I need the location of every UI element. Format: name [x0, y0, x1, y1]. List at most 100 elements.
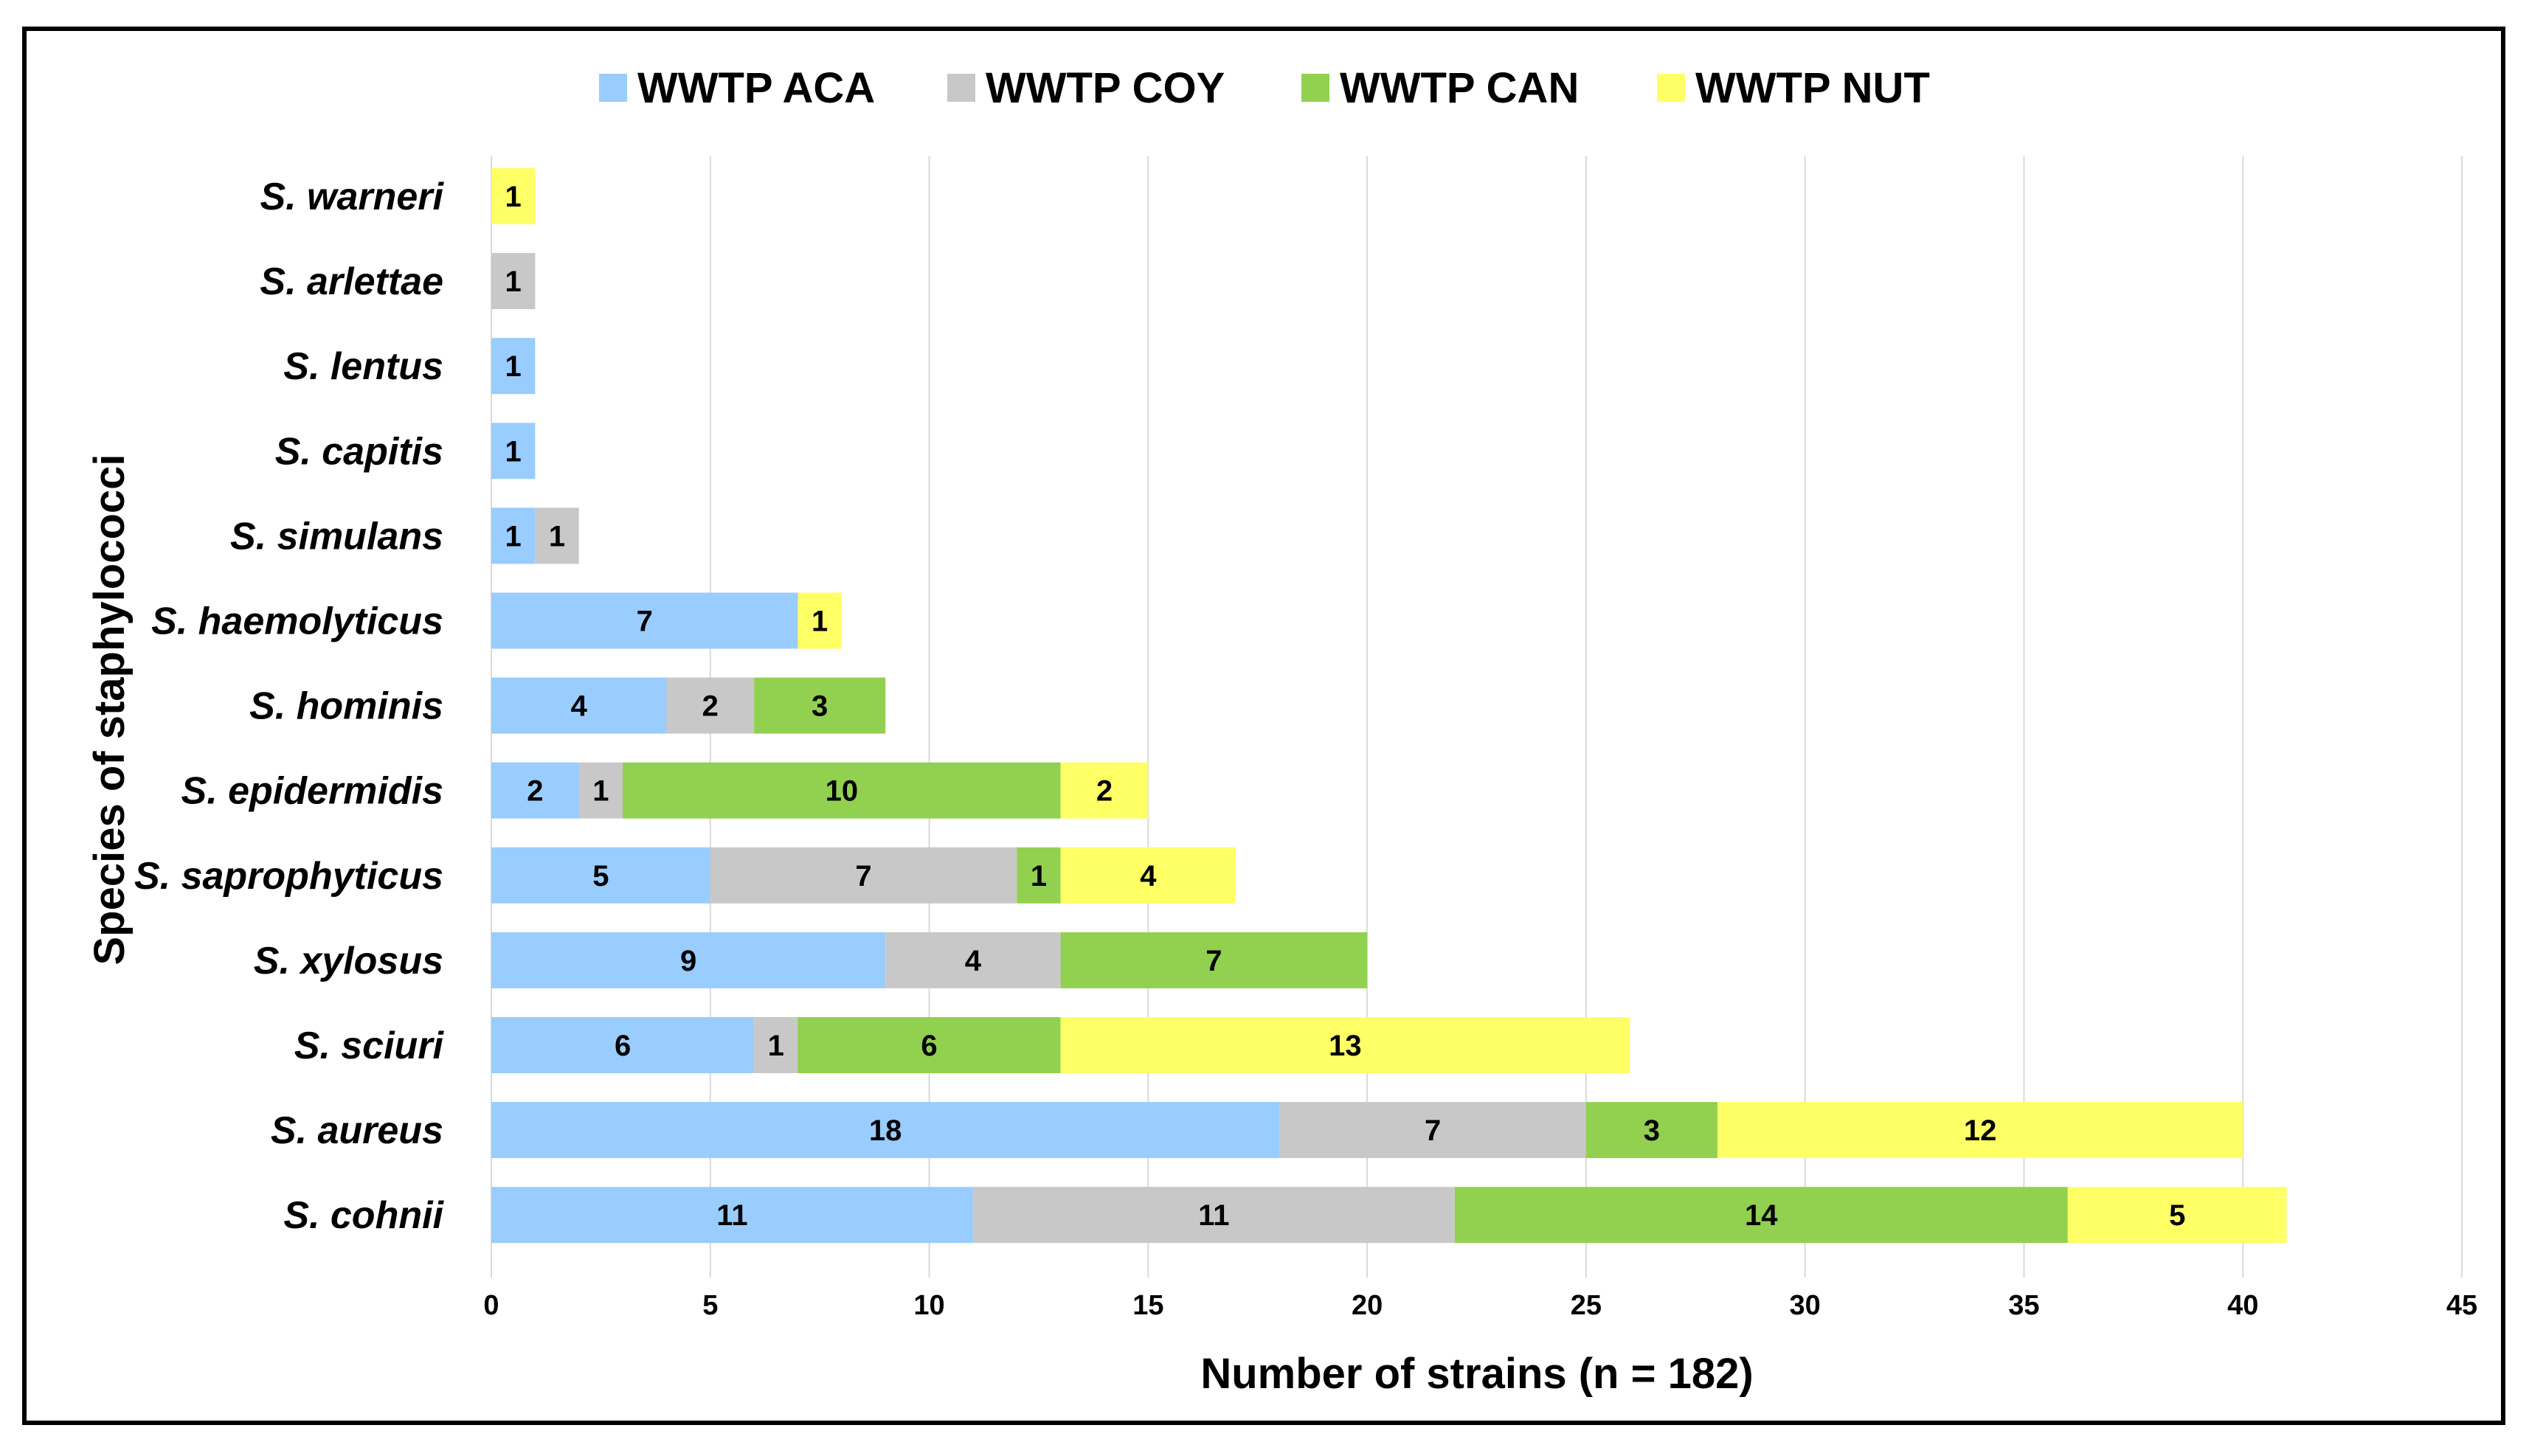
data-label: 5 [2169, 1199, 2185, 1232]
bar-segment [491, 677, 667, 734]
bar-segment [535, 507, 579, 564]
legend-label: WWTP CAN [1340, 64, 1579, 112]
data-label: 3 [1644, 1114, 1660, 1147]
bar-segment [491, 1017, 755, 1073]
bar-segment [2067, 1187, 2287, 1244]
x-tick-label: 40 [2227, 1290, 2258, 1321]
legend-label: WWTP COY [986, 64, 1225, 112]
data-label: 4 [1140, 860, 1157, 892]
data-label: 11 [1198, 1199, 1229, 1232]
data-label: 1 [592, 775, 609, 808]
bar-segment [798, 592, 842, 649]
data-label: 11 [716, 1199, 747, 1232]
x-tick-label: 15 [1132, 1290, 1163, 1321]
data-label: 10 [826, 775, 859, 808]
data-label: 18 [869, 1114, 902, 1147]
x-tick-label: 5 [702, 1290, 718, 1321]
category-label: S. arlettae [260, 260, 443, 303]
legend-swatch [599, 74, 627, 102]
category-label: S. aureus [271, 1109, 443, 1152]
bar-segment [491, 847, 710, 904]
bar-segment [491, 762, 579, 819]
data-label: 3 [812, 690, 828, 723]
bar-segment [491, 168, 536, 224]
x-tick-label: 10 [913, 1290, 944, 1321]
data-label: 9 [680, 945, 696, 977]
data-label: 14 [1745, 1199, 1778, 1232]
bar-segment [1717, 1102, 2243, 1159]
data-label: 1 [768, 1030, 784, 1062]
category-label: S. epidermidis [181, 770, 443, 813]
data-label: 2 [527, 775, 543, 808]
chart-frame: 1 1 1 1 1 1 7 1 4 2 3 2 1 10 2 5 7 1 4 9 4 7 6 1 6 13 18 7 3 12 11 11 14… [22, 27, 2505, 1425]
data-label: 1 [505, 350, 522, 383]
data-label: 7 [1425, 1114, 1441, 1147]
bar-segment [491, 1102, 1280, 1159]
tick-layer: 0 5 10 15 20 25 30 35 40 45 [483, 1290, 2477, 1321]
category-label: S. cohnii [283, 1194, 444, 1237]
x-tick-label: 35 [2008, 1290, 2039, 1321]
bar-segment [491, 592, 798, 649]
bar-segment [1060, 1017, 1630, 1073]
data-label: 6 [921, 1030, 937, 1062]
x-tick-label: 45 [2446, 1290, 2477, 1321]
bar-segment [491, 1187, 973, 1244]
data-label: 1 [549, 520, 565, 552]
category-label: S. simulans [230, 515, 443, 558]
data-label: 7 [637, 606, 653, 638]
y-axis-title: Species of staphylococci [86, 454, 134, 965]
x-tick-label: 0 [483, 1290, 499, 1321]
bar-segment [666, 677, 755, 734]
data-label: 7 [855, 860, 871, 892]
bar-segment [754, 1017, 798, 1073]
data-label: 13 [1329, 1030, 1362, 1062]
category-label: S. warneri [260, 176, 444, 218]
category-label: S. lentus [283, 345, 443, 388]
bar-segment [491, 932, 886, 988]
bar-segment [710, 847, 1017, 904]
x-axis-title: Number of strains (n = 182) [1200, 1350, 1753, 1398]
x-tick-label: 30 [1790, 1290, 1821, 1321]
data-label: 2 [1096, 775, 1113, 808]
data-label: 6 [615, 1030, 631, 1062]
category-label: S. saprophyticus [134, 855, 443, 898]
legend-label: WWTP ACA [637, 64, 875, 112]
x-tick-label: 25 [1571, 1290, 1602, 1321]
bar-segment [491, 338, 536, 395]
grid-layer [491, 156, 2463, 1278]
data-label: 1 [1031, 860, 1047, 892]
bar-segment [1017, 847, 1061, 904]
x-tick-label: 20 [1352, 1290, 1383, 1321]
bar-layer [491, 168, 2287, 1244]
data-label: 1 [505, 435, 522, 468]
category-label: S. sciuri [294, 1025, 445, 1067]
data-label: 1 [505, 520, 522, 552]
bar-segment [1060, 847, 1236, 904]
bar-segment [491, 423, 536, 479]
category-label: S. xylosus [254, 940, 443, 982]
bar-segment [1585, 1102, 1717, 1159]
category-label: S. hominis [249, 685, 443, 728]
legend-swatch [1657, 74, 1685, 102]
legend-label: WWTP NUT [1695, 64, 1930, 112]
category-layer: S. warneri S. arlettae S. lentus S. capitis… [134, 176, 445, 1237]
bar-segment [623, 762, 1061, 819]
category-label: S. haemolyticus [151, 600, 443, 643]
legend-swatch [947, 74, 975, 102]
bar-segment [885, 932, 1061, 988]
data-label: 4 [965, 945, 982, 977]
bar-segment [754, 677, 886, 734]
data-label: 12 [1964, 1114, 1997, 1147]
data-label: 5 [592, 860, 609, 892]
data-label: 1 [812, 606, 828, 638]
bar-segment [798, 1017, 1061, 1073]
data-label: 1 [505, 266, 522, 298]
bar-segment [1279, 1102, 1586, 1159]
data-label: 4 [571, 690, 588, 723]
bar-segment [1060, 762, 1149, 819]
data-label: 2 [702, 690, 719, 723]
bar-segment [1454, 1187, 2068, 1244]
bar-segment [491, 253, 536, 310]
data-label: 7 [1205, 945, 1222, 977]
